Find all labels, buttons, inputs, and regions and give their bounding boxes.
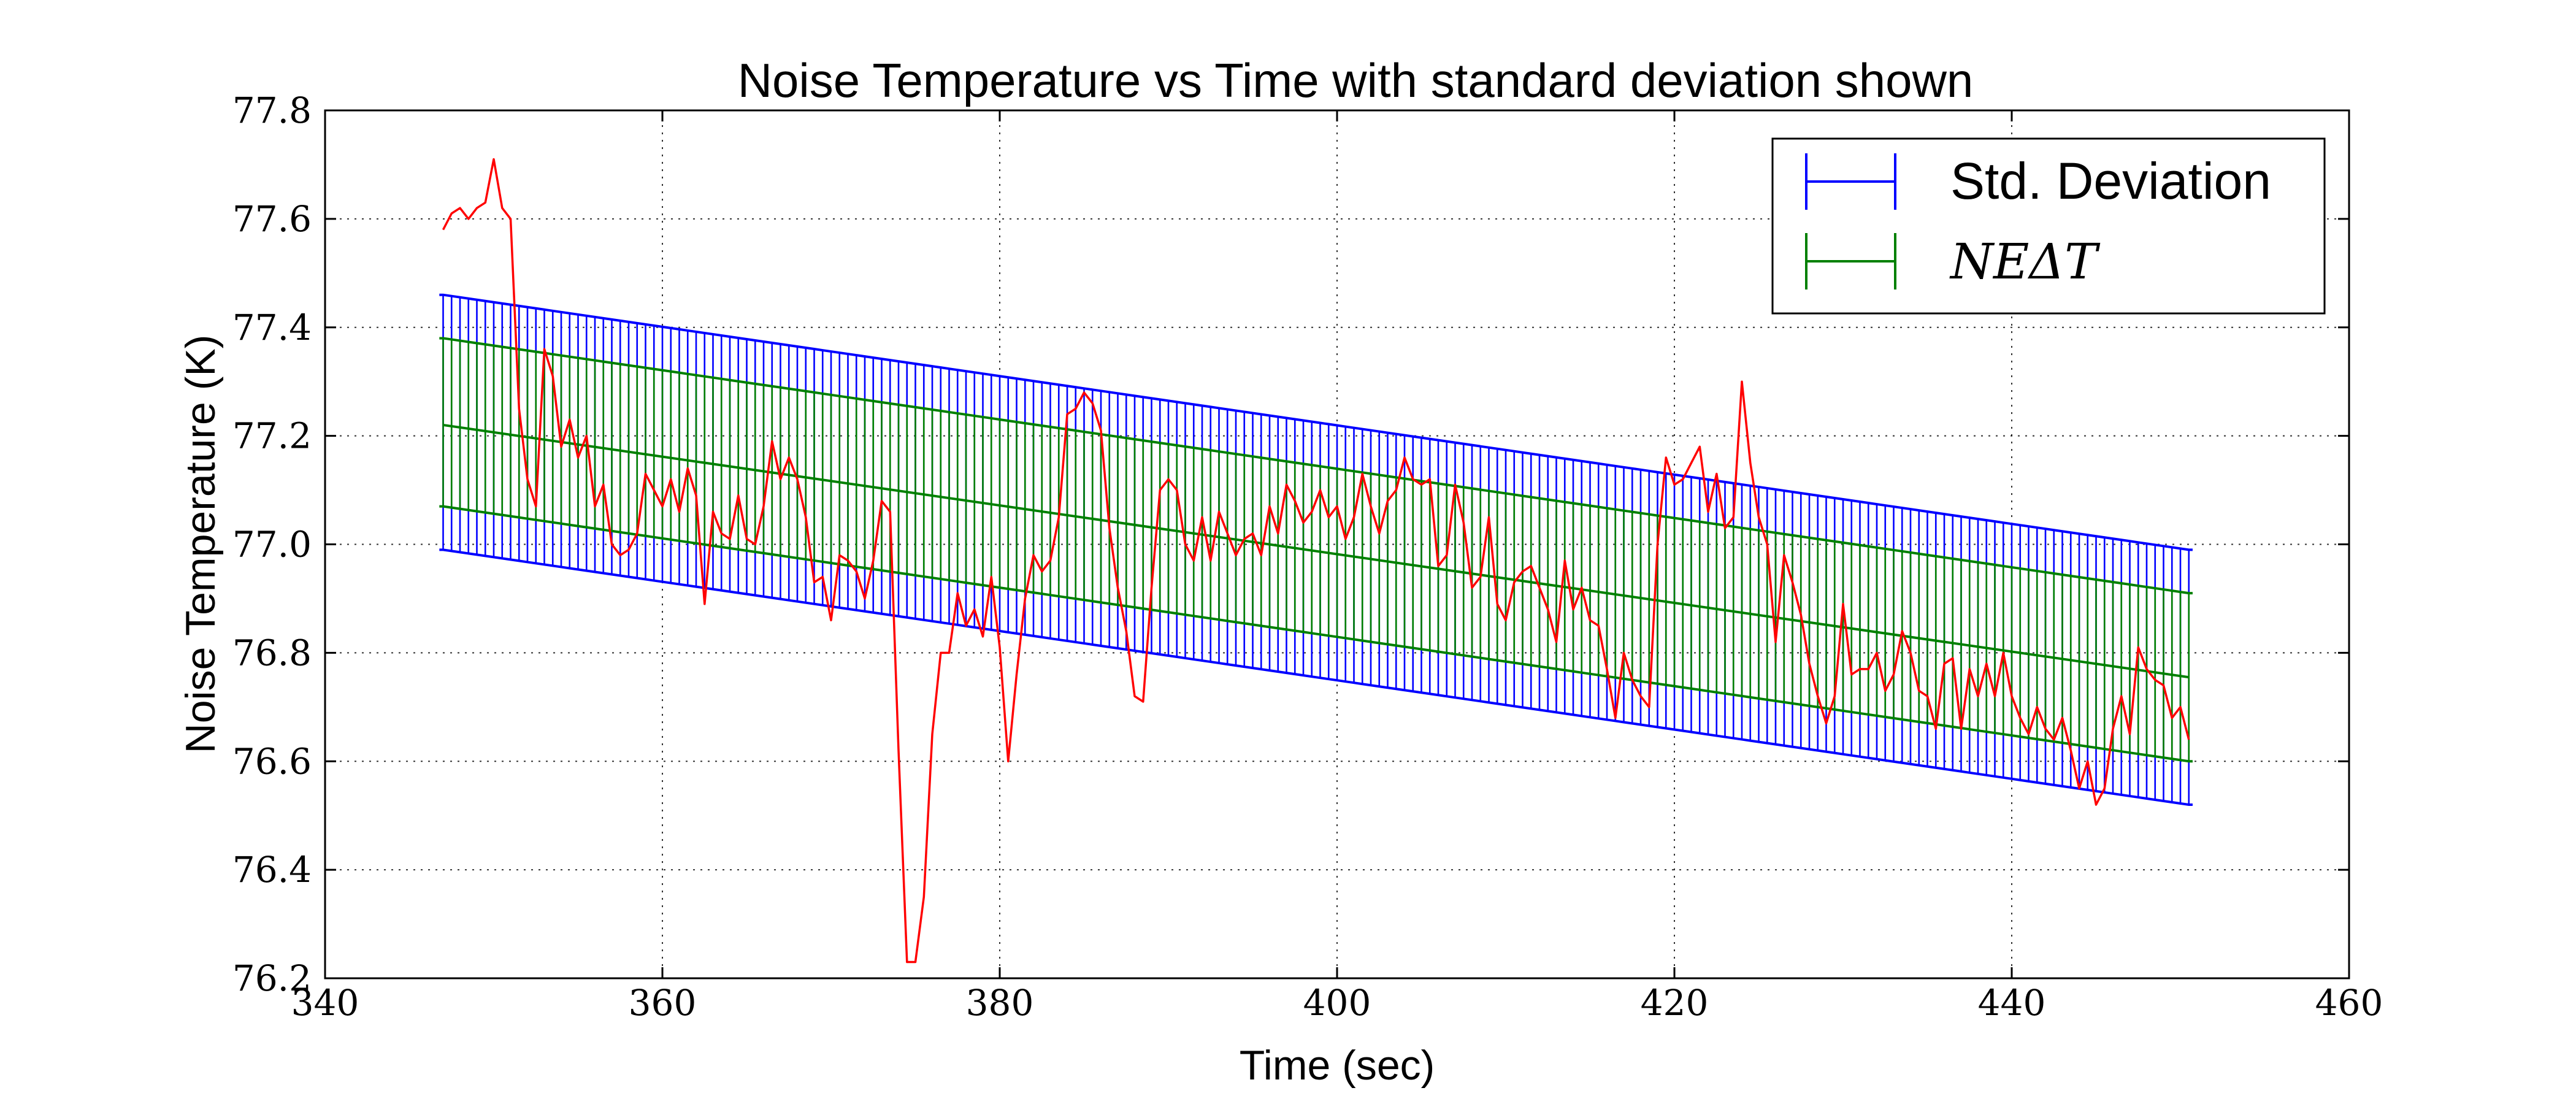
- y-tick-label: 76.4: [232, 849, 312, 891]
- chart-title: Noise Temperature vs Time with standard …: [738, 53, 1974, 107]
- x-tick-label: 420: [1641, 982, 1709, 1024]
- x-tick-label: 360: [629, 982, 697, 1024]
- nedt-upper-caps: [439, 337, 2193, 595]
- std-deviation-lower-caps: [439, 548, 2193, 806]
- legend-label-std-deviation: Std. Deviation: [1950, 152, 2271, 210]
- x-axis-label: Time (sec): [1240, 1042, 1435, 1089]
- y-tick-label: 76.2: [232, 957, 312, 999]
- ticks: 340 360 380 400 420 440 460 76.2 76.4 76.6 76.8 77.…: [232, 90, 2383, 1024]
- legend-label-nedt: NEΔT: [1949, 233, 2101, 290]
- legend: Std. Deviation NEΔT: [1771, 137, 2326, 315]
- x-tick-label: 400: [1303, 982, 1371, 1024]
- series: [442, 158, 2190, 964]
- x-tick-label: 380: [966, 982, 1034, 1024]
- legend-marker-nedt: [1805, 233, 1896, 289]
- y-tick-label: 76.8: [232, 632, 312, 673]
- y-tick-label: 77.4: [232, 307, 312, 348]
- x-tick-label: 440: [1978, 982, 2046, 1024]
- y-tick-label: 77.8: [232, 90, 312, 131]
- nedt-center-line: [443, 423, 2190, 679]
- y-tick-label: 77.6: [232, 198, 312, 240]
- x-tick-label: 460: [2315, 982, 2383, 1024]
- legend-box: [1771, 137, 2326, 315]
- noise-temperature-line: [442, 158, 2190, 964]
- y-tick-label: 77.0: [232, 524, 312, 565]
- y-axis-label: Noise Temperature (K): [177, 335, 224, 754]
- y-tick-label: 77.2: [232, 415, 312, 457]
- std-deviation-upper-caps: [439, 293, 2193, 551]
- x-tick-label: 340: [291, 982, 359, 1024]
- nedt-lower-caps: [439, 505, 2193, 763]
- y-tick-label: 76.6: [232, 740, 312, 782]
- legend-marker-std-deviation: [1805, 153, 1896, 210]
